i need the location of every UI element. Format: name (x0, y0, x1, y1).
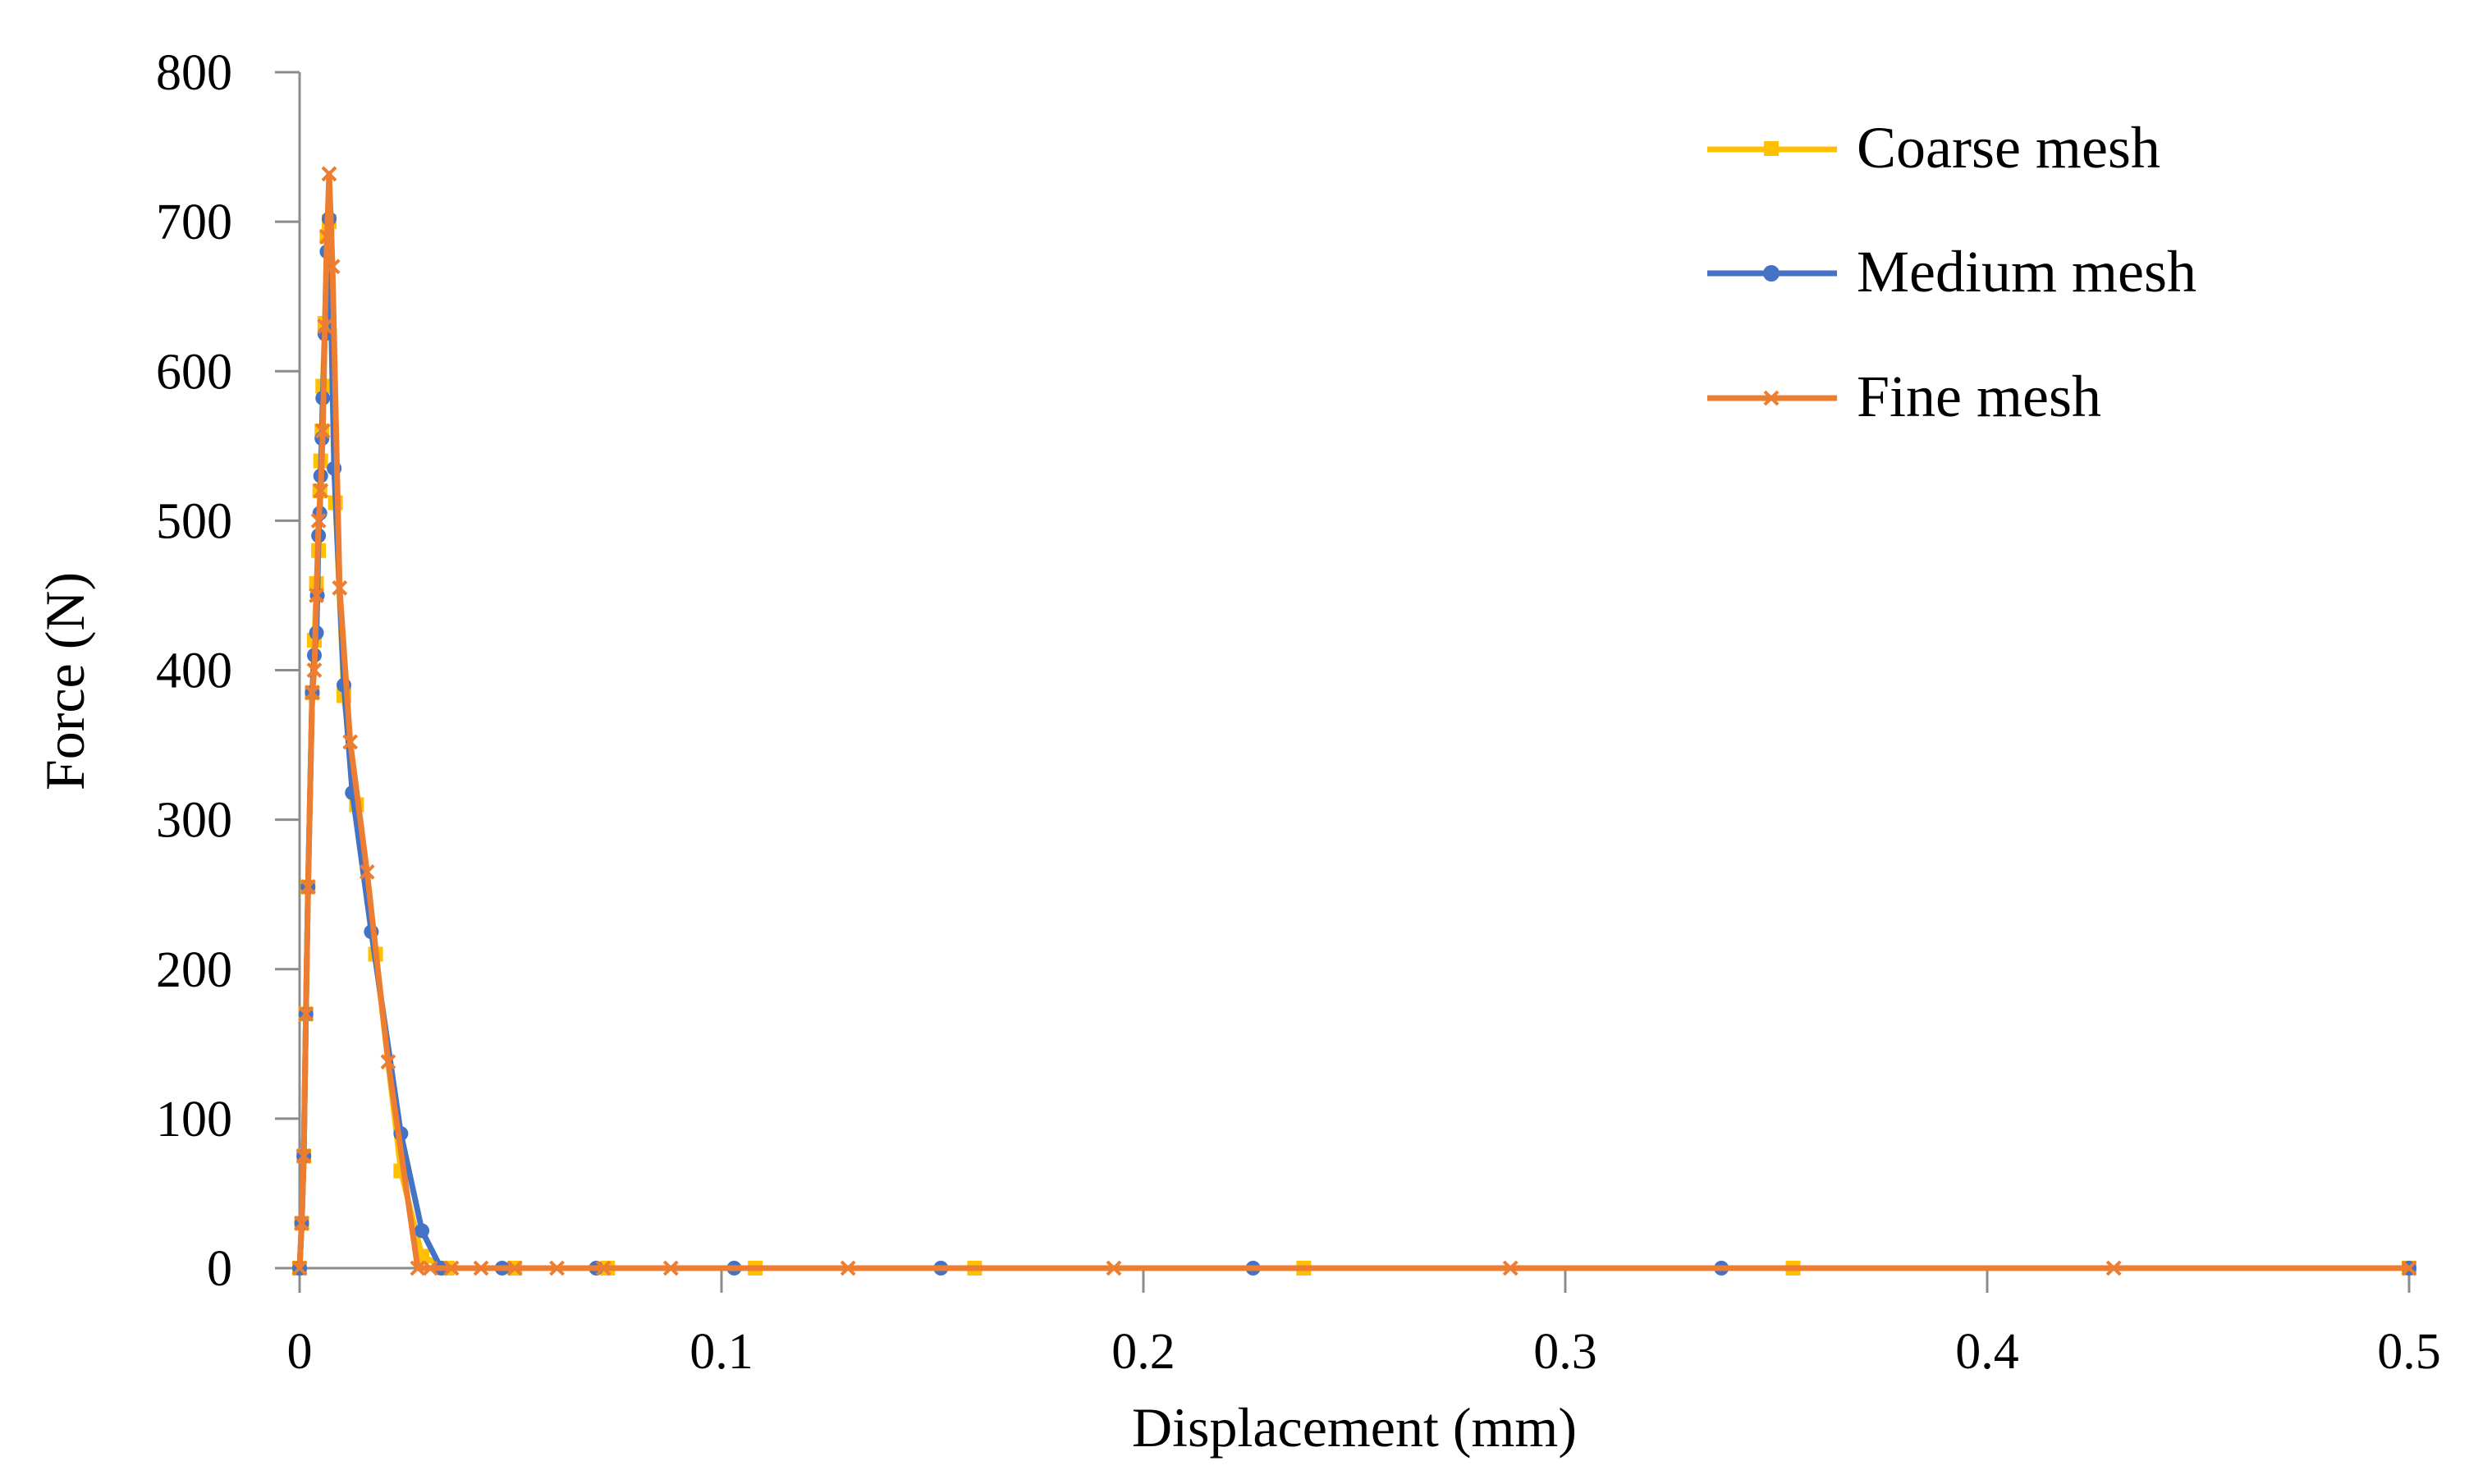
legend-label-coarse-mesh: Coarse mesh (1857, 115, 2160, 181)
y-tick-label: 100 (156, 1092, 232, 1147)
data-point (300, 879, 316, 895)
legend-label-fine-mesh: Fine mesh (1857, 364, 2101, 429)
data-point (332, 579, 348, 596)
data-point (422, 1260, 438, 1276)
y-tick-label: 200 (156, 942, 232, 998)
legend: Coarse mesh Medium mesh Fine mesh (1707, 115, 2196, 429)
data-point (324, 259, 341, 275)
x-tick-label: 0.2 (1111, 1324, 1175, 1380)
y-tick-label: 500 (156, 493, 232, 549)
x-tick-label: 0.1 (689, 1324, 754, 1380)
legend-item-medium-mesh: Medium mesh (1707, 239, 2196, 305)
series-line-fine-mesh (296, 171, 2409, 1271)
data-point (342, 734, 359, 750)
data-point (294, 1215, 309, 1231)
data-point (359, 863, 375, 880)
x-tick-labels: 0 0.1 0.2 0.3 0.4 0.5 (287, 1324, 2441, 1380)
data-point (321, 166, 337, 182)
legend-marker-fine-mesh (1763, 390, 1780, 406)
y-tick-label: 300 (156, 793, 232, 849)
y-tick-label: 0 (207, 1241, 232, 1297)
x-tick-label: 0.3 (1533, 1324, 1597, 1380)
data-point (313, 483, 329, 499)
y-tick-label: 600 (156, 344, 232, 400)
data-point (473, 1260, 489, 1276)
y-tick-label: 800 (156, 45, 232, 101)
data-point (549, 1260, 565, 1276)
series-layer (291, 166, 2417, 1276)
y-tick-label: 400 (156, 644, 232, 699)
x-tick-label: 0 (287, 1324, 313, 1380)
legend-marker-medium-mesh (1763, 265, 1780, 282)
data-point (410, 1260, 426, 1276)
legend-label-medium-mesh: Medium mesh (1857, 239, 2196, 305)
data-point (295, 1147, 312, 1164)
y-axis-title: Force (N) (34, 572, 96, 790)
x-axis-title: Displacement (mm) (1132, 1396, 1577, 1459)
legend-item-fine-mesh: Fine mesh (1707, 364, 2101, 429)
data-point (314, 423, 331, 439)
legend-item-coarse-mesh: Coarse mesh (1707, 115, 2160, 181)
data-point (310, 512, 327, 529)
data-point (318, 228, 335, 245)
data-point (443, 1260, 460, 1276)
data-point (380, 1054, 396, 1070)
data-point (298, 1005, 314, 1022)
data-point (595, 1260, 612, 1276)
data-point (840, 1260, 856, 1276)
data-point (291, 1260, 308, 1276)
data-point (1502, 1260, 1519, 1276)
data-point (415, 1223, 430, 1239)
legend-marker-coarse-mesh (1764, 141, 1779, 156)
data-point (317, 318, 333, 335)
series-fine-mesh (291, 166, 2417, 1276)
y-tick-labels: 0 100 200 300 400 500 600 700 800 (156, 45, 232, 1297)
data-point (662, 1260, 679, 1276)
data-point (305, 685, 320, 701)
data-point (2105, 1260, 2122, 1276)
data-point (2401, 1260, 2417, 1276)
data-point (309, 588, 324, 603)
data-point (1106, 1260, 1122, 1276)
y-tick-label: 700 (156, 195, 232, 250)
x-tick-label: 0.4 (1955, 1324, 2019, 1380)
data-point (306, 662, 323, 678)
x-tick-label: 0.5 (2377, 1324, 2441, 1380)
data-point (506, 1260, 523, 1276)
